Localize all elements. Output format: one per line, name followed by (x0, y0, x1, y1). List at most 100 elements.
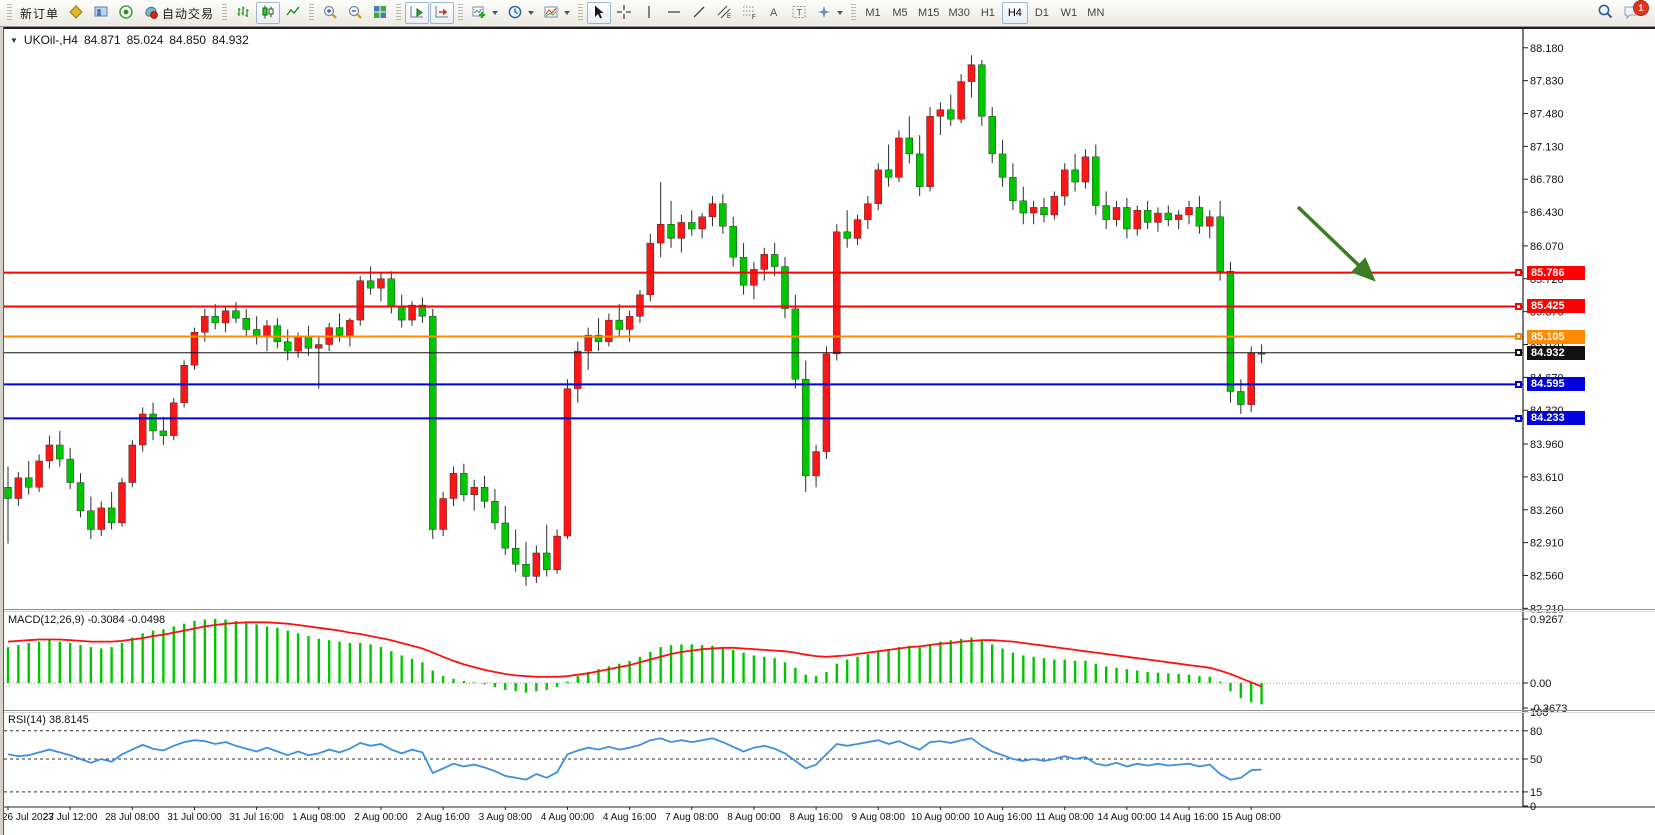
svg-text:2 Aug 16:00: 2 Aug 16:00 (416, 812, 470, 823)
crosshair-tool-button[interactable] (612, 2, 636, 24)
svg-text:F: F (752, 15, 756, 20)
timeframe-W1[interactable]: W1 (1056, 2, 1082, 24)
candlestick-chart-type-button[interactable] (256, 2, 281, 24)
zoom-in-button[interactable] (318, 2, 342, 24)
ohlc-high: 85.024 (126, 33, 164, 47)
macd-name: MACD(12,26,9) (8, 614, 85, 626)
timeframe-M30[interactable]: M30 (944, 2, 973, 24)
clock-icon (507, 4, 523, 23)
channel-icon: E (716, 4, 732, 23)
profile-diamond-icon (68, 4, 84, 23)
svg-text:0.00: 0.00 (1530, 678, 1551, 690)
svg-text:88.180: 88.180 (1530, 43, 1564, 55)
toolbar-grip[interactable] (578, 4, 584, 22)
trend-arrow[interactable] (1296, 205, 1376, 282)
new-chart-button[interactable] (467, 2, 502, 24)
text-a-icon: A (766, 4, 782, 23)
svg-text:31 Jul 00:00: 31 Jul 00:00 (167, 812, 222, 823)
svg-text:0.9267: 0.9267 (1530, 614, 1564, 626)
chart-shift-button[interactable] (430, 2, 455, 24)
svg-text:86.430: 86.430 (1530, 207, 1564, 219)
svg-text:80: 80 (1530, 726, 1542, 738)
templates-button[interactable] (539, 2, 574, 24)
chart-title: ▼ UKOil-,H4 84.871 85.024 84.850 84.932 (10, 33, 249, 47)
toolbar-grip[interactable] (458, 4, 464, 22)
equidistant-channel-tool-button[interactable]: E (712, 2, 736, 24)
toolbar-grip[interactable] (396, 4, 402, 22)
cursor-tool-button[interactable] (587, 2, 612, 24)
svg-text:2 Aug 00:00: 2 Aug 00:00 (354, 812, 408, 823)
timeframe-group: M1 M5 M15 M30 H1 H4 D1 W1 MN (860, 2, 1109, 24)
macd-indicator-label: MACD(12,26,9) -0.3084 -0.0498 (8, 614, 165, 626)
text-label-tool-button[interactable]: T (787, 2, 811, 24)
signals-button[interactable] (114, 2, 138, 24)
fibonacci-tool-button[interactable]: F (737, 2, 761, 24)
market-watch-button[interactable] (89, 2, 113, 24)
chevron-down-icon (564, 11, 571, 15)
level-axis-notch (1515, 349, 1522, 357)
toolbar-grip[interactable] (222, 4, 228, 22)
auto-scroll-button[interactable] (405, 2, 430, 24)
arrows-tool-button[interactable] (812, 2, 847, 24)
vertical-line-icon (641, 4, 657, 23)
horizontal-line-icon (666, 4, 682, 23)
ohlc-open: 84.871 (83, 33, 121, 47)
profiles-button[interactable] (64, 2, 88, 24)
timeframe-H4[interactable]: H4 (1001, 2, 1028, 24)
text-tool-button[interactable]: A (762, 2, 786, 24)
toolbar-grip[interactable] (7, 4, 12, 22)
svg-text:50: 50 (1530, 754, 1542, 766)
auto-trading-button[interactable]: 自动交易 (139, 2, 218, 24)
timeframe-D1[interactable]: D1 (1029, 2, 1055, 24)
svg-text:4 Aug 00:00: 4 Aug 00:00 (541, 812, 595, 823)
level-axis-notch (1515, 333, 1522, 341)
timeframe-MN[interactable]: MN (1083, 2, 1109, 24)
svg-text:11 Aug 08:00: 11 Aug 08:00 (1036, 812, 1095, 823)
vertical-line-tool-button[interactable] (637, 2, 661, 24)
macd-signal-value: -0.0498 (127, 614, 166, 626)
timeframe-H1[interactable]: H1 (975, 2, 1001, 24)
price-level-label: 85.105 (1527, 329, 1585, 344)
svg-text:82.910: 82.910 (1530, 538, 1564, 550)
svg-text:15: 15 (1530, 787, 1542, 799)
collapse-triangle-icon[interactable]: ▼ (10, 35, 18, 45)
svg-text:83.260: 83.260 (1530, 505, 1564, 517)
timeframe-M1[interactable]: M1 (860, 2, 886, 24)
svg-text:27 Jul 12:00: 27 Jul 12:00 (43, 812, 98, 823)
toolbar-grip[interactable] (851, 4, 857, 22)
bar-chart-type-button[interactable] (231, 2, 255, 24)
line-chart-type-button[interactable] (281, 2, 305, 24)
svg-text:31 Jul 16:00: 31 Jul 16:00 (229, 812, 284, 823)
line-chart-icon (285, 4, 301, 23)
crosshair-icon (616, 4, 632, 23)
level-axis-notch (1515, 269, 1522, 277)
rsi-name: RSI(14) (8, 714, 46, 726)
timeframe-M5[interactable]: M5 (887, 2, 913, 24)
trendline-tool-button[interactable] (687, 2, 711, 24)
price-axis[interactable]: 88.180 87.830 87.480 87.130 86.780 86.430 86.0… (1523, 43, 1567, 813)
svg-text:3 Aug 08:00: 3 Aug 08:00 (479, 812, 533, 823)
svg-text:87.480: 87.480 (1530, 109, 1564, 121)
tile-windows-button[interactable] (368, 2, 392, 24)
template-chart-icon (543, 4, 559, 23)
toolbar-grip[interactable] (309, 4, 315, 22)
periods-button[interactable] (503, 2, 538, 24)
chevron-down-icon (528, 11, 535, 15)
level-axis-notch (1515, 302, 1522, 310)
svg-text:87.830: 87.830 (1530, 76, 1564, 88)
auto-scroll-icon (409, 4, 425, 23)
ohlc-close: 84.932 (212, 33, 249, 47)
new-order-button[interactable]: 新订单 (16, 2, 63, 24)
notifications-button[interactable]: 1 (1619, 0, 1649, 24)
new-chart-icon (471, 4, 487, 23)
search-button[interactable] (1593, 2, 1618, 24)
timeframe-M15[interactable]: M15 (914, 2, 943, 24)
rsi-indicator-label: RSI(14) 38.8145 (8, 714, 89, 726)
horizontal-line-tool-button[interactable] (662, 2, 686, 24)
arrow-annotation[interactable] (1296, 205, 1376, 282)
svg-text:14 Aug 16:00: 14 Aug 16:00 (1160, 812, 1219, 823)
svg-text:82.560: 82.560 (1530, 570, 1564, 582)
zoom-out-button[interactable] (343, 2, 367, 24)
